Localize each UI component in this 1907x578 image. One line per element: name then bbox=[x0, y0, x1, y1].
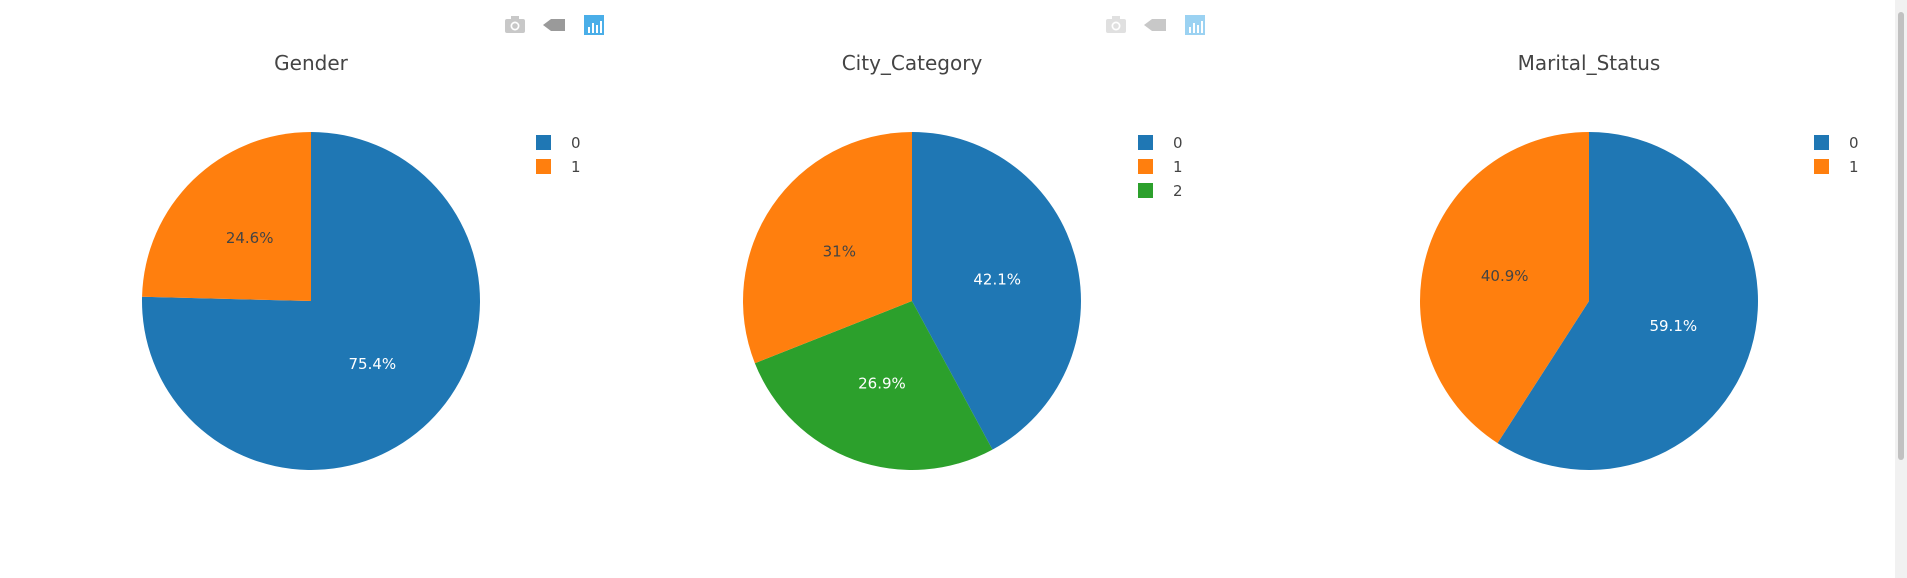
pie-slice-1[interactable] bbox=[142, 132, 311, 301]
slice-label-1: 31% bbox=[823, 243, 856, 261]
legend-label: 0 bbox=[1173, 134, 1183, 152]
legend-item-0[interactable]: 0 bbox=[1814, 134, 1859, 152]
chart-title: Marital_Status bbox=[1518, 51, 1661, 75]
slice-label-1: 24.6% bbox=[226, 229, 274, 247]
chart-title: City_Category bbox=[842, 51, 983, 75]
pie-slice-0[interactable] bbox=[912, 132, 1081, 450]
bar-chart-icon[interactable] bbox=[1185, 15, 1205, 35]
legend: 0 1 2 bbox=[1138, 134, 1183, 200]
camera-icon[interactable] bbox=[505, 16, 525, 33]
pie-slice-1[interactable] bbox=[743, 132, 912, 364]
modebar bbox=[505, 15, 604, 35]
legend-swatch bbox=[536, 159, 551, 174]
pie-slice-0[interactable] bbox=[141, 132, 480, 470]
chart-title: Gender bbox=[274, 51, 348, 75]
modebars bbox=[505, 15, 1205, 35]
camera-icon[interactable] bbox=[1106, 16, 1126, 33]
legend-item-0[interactable]: 0 bbox=[1138, 134, 1183, 152]
legend-label: 0 bbox=[571, 134, 581, 152]
legend-item-1[interactable]: 1 bbox=[536, 158, 581, 176]
legend-swatch bbox=[1814, 135, 1829, 150]
pie-chart-city-category: City_Category 42.1% 26.9% 31% 0 1 2 bbox=[743, 51, 1183, 470]
legend-item-2[interactable]: 2 bbox=[1138, 182, 1183, 200]
slice-label-2: 26.9% bbox=[858, 375, 906, 393]
slice-label-0: 75.4% bbox=[349, 355, 397, 373]
pie-slice-2[interactable] bbox=[754, 301, 993, 470]
legend-swatch bbox=[1138, 159, 1153, 174]
legend-swatch bbox=[1138, 135, 1153, 150]
slice-label-0: 59.1% bbox=[1649, 317, 1697, 335]
modebar bbox=[1106, 15, 1205, 35]
charts: Gender75.4%24.6%01City_Category42.1%26.9… bbox=[141, 51, 1859, 471]
legend-item-0[interactable]: 0 bbox=[536, 134, 581, 152]
legend-label: 1 bbox=[1849, 158, 1859, 176]
pie-slice-0[interactable] bbox=[1497, 132, 1758, 471]
legend-label: 0 bbox=[1849, 134, 1859, 152]
legend-swatch bbox=[536, 135, 551, 150]
legend-label: 1 bbox=[1173, 158, 1183, 176]
legend-swatch bbox=[1138, 183, 1153, 198]
legend-item-1[interactable]: 1 bbox=[1138, 158, 1183, 176]
pie-slice-1[interactable] bbox=[1419, 132, 1589, 444]
slice-label-0: 42.1% bbox=[973, 270, 1021, 288]
slice-label-1: 40.9% bbox=[1481, 267, 1529, 285]
bar-chart-icon[interactable] bbox=[584, 15, 604, 35]
legend-swatch bbox=[1814, 159, 1829, 174]
legend: 01 bbox=[536, 134, 581, 176]
tag-icon[interactable] bbox=[1144, 19, 1166, 31]
legend-label: 2 bbox=[1173, 182, 1183, 200]
tag-icon[interactable] bbox=[543, 19, 565, 31]
scrollbar-thumb[interactable] bbox=[1898, 12, 1904, 460]
legend-item-1[interactable]: 1 bbox=[1814, 158, 1859, 176]
legend-label: 1 bbox=[571, 158, 581, 176]
legend: 01 bbox=[1814, 134, 1859, 176]
